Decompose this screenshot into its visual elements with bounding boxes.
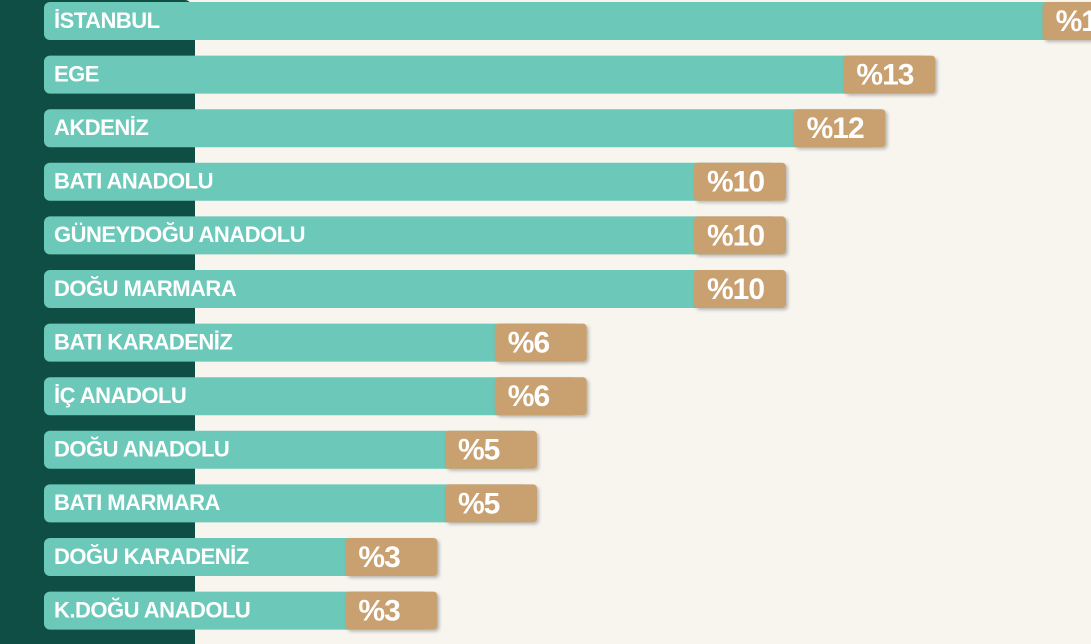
value-label: %5 [458,434,500,467]
value-label-box [494,377,587,416]
value-label: %13 [856,59,913,92]
value-label: %6 [508,327,550,360]
value-label-box [445,484,537,523]
value-label-box [494,323,587,362]
value-label-box [345,538,438,576]
value-label-box [1042,2,1091,40]
bar [44,270,778,308]
value-label: %10 [707,166,764,199]
category-label: BATI KARADENİZ [54,329,232,354]
category-label: K.DOĞU ANADOLU [54,597,250,622]
bar [44,538,430,576]
value-label: %3 [358,595,400,628]
category-label: EGE [54,61,99,86]
bar [44,109,878,148]
bar [44,377,579,416]
value-label: %3 [358,541,400,574]
category-label: BATI MARMARA [54,490,221,515]
category-label: BATI ANADOLU [54,169,213,194]
category-label: DOĞU KARADENİZ [54,544,249,569]
bar [44,216,778,255]
bar [44,323,579,362]
value-label-box [345,591,438,630]
value-label: %1 [1056,5,1091,38]
bar [44,430,529,469]
value-label-box [694,216,786,255]
value-label-box [694,162,786,201]
bar [44,55,928,94]
category-label: DOĞU ANADOLU [54,437,229,462]
category-label: İÇ ANADOLU [54,383,186,408]
category-label: İSTANBUL [54,8,160,33]
bar [44,591,430,630]
bar [44,2,1091,40]
value-label: %10 [707,219,764,252]
bar [44,162,778,201]
category-label: DOĞU MARMARA [54,276,237,301]
value-label-box [793,109,886,148]
value-label: %5 [458,487,500,520]
bar [44,484,529,523]
value-label-box [445,430,537,469]
value-label-box [694,270,786,308]
category-label: GÜNEYDOĞU ANADOLU [54,222,305,247]
value-label: %6 [508,380,550,413]
value-label: %10 [707,273,764,306]
side-panel [0,0,195,644]
value-label-box [843,55,936,94]
value-label: %12 [807,112,864,145]
category-label: AKDENİZ [54,115,148,140]
